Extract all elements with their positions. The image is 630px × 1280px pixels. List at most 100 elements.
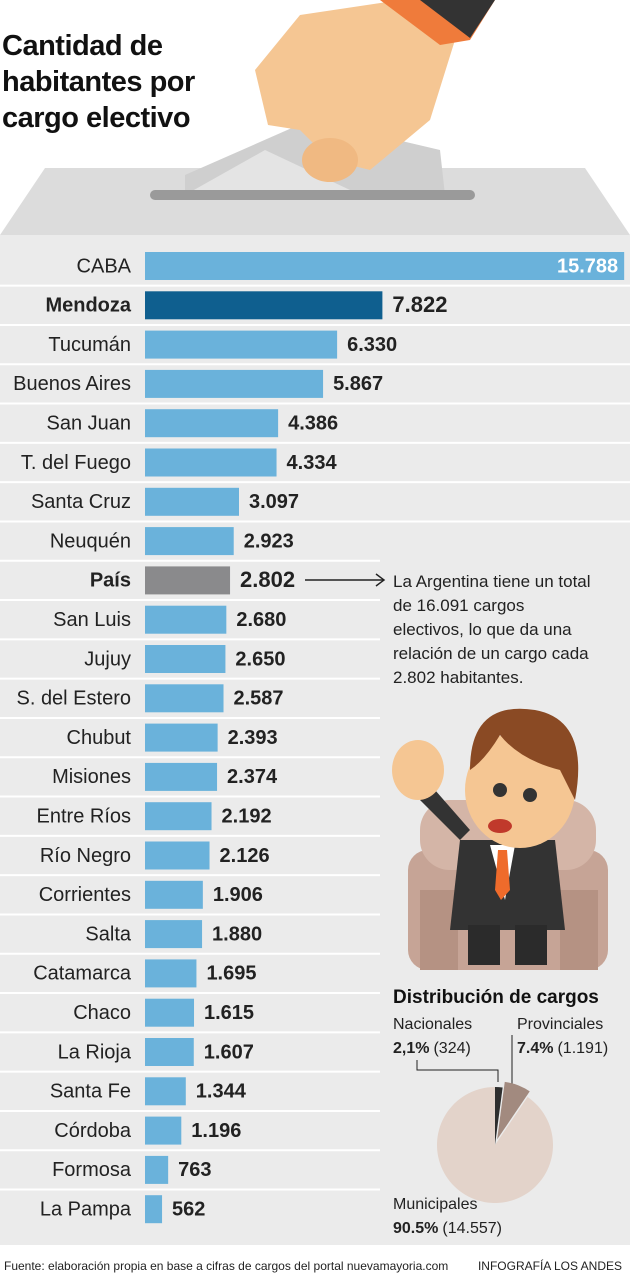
- bar: [145, 998, 195, 1027]
- bar: [145, 1077, 186, 1106]
- category-label: San Juan: [46, 412, 131, 434]
- bar: [145, 841, 210, 870]
- category-label: Córdoba: [54, 1120, 132, 1142]
- value-label: 1.906: [213, 884, 263, 906]
- slice-value: 2,1% (324): [393, 1040, 471, 1057]
- bar: [145, 252, 625, 280]
- bar: [145, 920, 203, 949]
- value-label: 2.374: [227, 766, 278, 788]
- slice-percent: 2,1%: [393, 1040, 429, 1057]
- category-label: Río Negro: [40, 845, 131, 867]
- category-label: Jujuy: [84, 648, 131, 670]
- category-label: Formosa: [52, 1159, 132, 1181]
- ballot-slot: [150, 190, 475, 200]
- thumb: [302, 138, 358, 182]
- pie-slice: [495, 1087, 503, 1145]
- category-label: País: [90, 570, 131, 592]
- category-label: Neuquén: [50, 530, 131, 552]
- value-label: 1.615: [204, 1002, 254, 1024]
- value-label: 6.330: [347, 334, 397, 356]
- bar: [145, 448, 277, 477]
- value-label: 2.393: [228, 727, 278, 749]
- illustration: [392, 708, 608, 970]
- leader-line: [416, 1060, 499, 1082]
- bar: [145, 330, 338, 359]
- bar: [145, 684, 224, 713]
- slice-name: Nacionales: [393, 1016, 472, 1033]
- category-label: S. del Estero: [16, 688, 131, 710]
- slice-name: Provinciales: [517, 1016, 603, 1033]
- pie-slice: [497, 1081, 530, 1140]
- bar: [145, 762, 218, 791]
- value-label: 1.196: [191, 1120, 241, 1142]
- value-label: 7.822: [392, 292, 447, 317]
- chart-title: Cantidad de habitantes por cargo electiv…: [2, 30, 195, 134]
- bar: [145, 723, 218, 752]
- category-label: Buenos Aires: [13, 373, 131, 395]
- slice-name: Municipales: [393, 1196, 477, 1213]
- value-label: 763: [178, 1159, 211, 1181]
- category-label: Santa Fe: [50, 1081, 131, 1103]
- value-label: 15.788: [557, 255, 618, 277]
- category-label: Mendoza: [45, 295, 131, 317]
- sleeve: [420, 0, 495, 38]
- bar: [145, 645, 226, 673]
- value-label: 1.695: [206, 963, 256, 985]
- category-label: Entre Ríos: [37, 805, 131, 827]
- bar: [145, 959, 197, 988]
- bar: [145, 1038, 194, 1066]
- bar: [145, 1116, 182, 1145]
- value-label: 4.334: [287, 452, 338, 474]
- value-label: 4.386: [288, 412, 338, 434]
- value-label: 3.097: [249, 491, 299, 513]
- ballot-box-top: [0, 168, 630, 235]
- hand: [255, 0, 455, 170]
- slice-count: (324): [433, 1040, 470, 1057]
- category-label: La Rioja: [58, 1041, 132, 1063]
- slice-value: 90.5% (14.557): [393, 1220, 502, 1237]
- value-label: 562: [172, 1198, 205, 1220]
- value-label: 2.587: [234, 688, 284, 710]
- pie-title: Distribución de cargos: [393, 987, 599, 1008]
- bar: [145, 369, 324, 398]
- pie-slice: [436, 1087, 553, 1203]
- value-label: 2.923: [244, 530, 294, 552]
- bar: [145, 487, 239, 516]
- bar: [145, 1195, 163, 1224]
- source: Fuente: elaboración propia en base a cif…: [4, 1259, 449, 1273]
- slice-percent: 90.5%: [393, 1220, 438, 1237]
- bar: [145, 291, 383, 320]
- bar: [145, 802, 212, 831]
- slice-count: (14.557): [442, 1220, 502, 1237]
- value-label: 2.650: [235, 648, 285, 670]
- category-label: Misiones: [52, 766, 131, 788]
- bar: [145, 1155, 169, 1184]
- category-label: La Pampa: [40, 1198, 132, 1220]
- value-label: 2.680: [236, 609, 286, 631]
- credit: INFOGRAFÍA LOS ANDES: [477, 1259, 622, 1273]
- category-label: Chaco: [73, 1002, 131, 1024]
- category-label: T. del Fuego: [21, 452, 131, 474]
- category-label: Salta: [85, 923, 131, 945]
- bar: [145, 527, 234, 556]
- value-label: 2.192: [222, 805, 272, 827]
- slice-count: (1.191): [557, 1040, 608, 1057]
- bar: [145, 566, 231, 595]
- ballot-paper-fold: [185, 150, 350, 198]
- slice-percent: 7.4%: [517, 1040, 553, 1057]
- value-label: 1.880: [212, 923, 262, 945]
- category-label: Santa Cruz: [31, 491, 131, 513]
- annotation: La Argentina tiene un total de 16.091 ca…: [393, 572, 591, 687]
- bar: [145, 880, 203, 909]
- bar: [145, 409, 279, 438]
- category-label: Chubut: [67, 727, 132, 749]
- category-label: Catamarca: [33, 963, 132, 985]
- category-label: San Luis: [53, 609, 131, 631]
- value-label: 1.607: [204, 1041, 254, 1063]
- arrow-head: [375, 573, 386, 587]
- category-label: CABA: [77, 255, 132, 277]
- value-label: 2.126: [220, 845, 270, 867]
- value-label: 5.867: [333, 373, 383, 395]
